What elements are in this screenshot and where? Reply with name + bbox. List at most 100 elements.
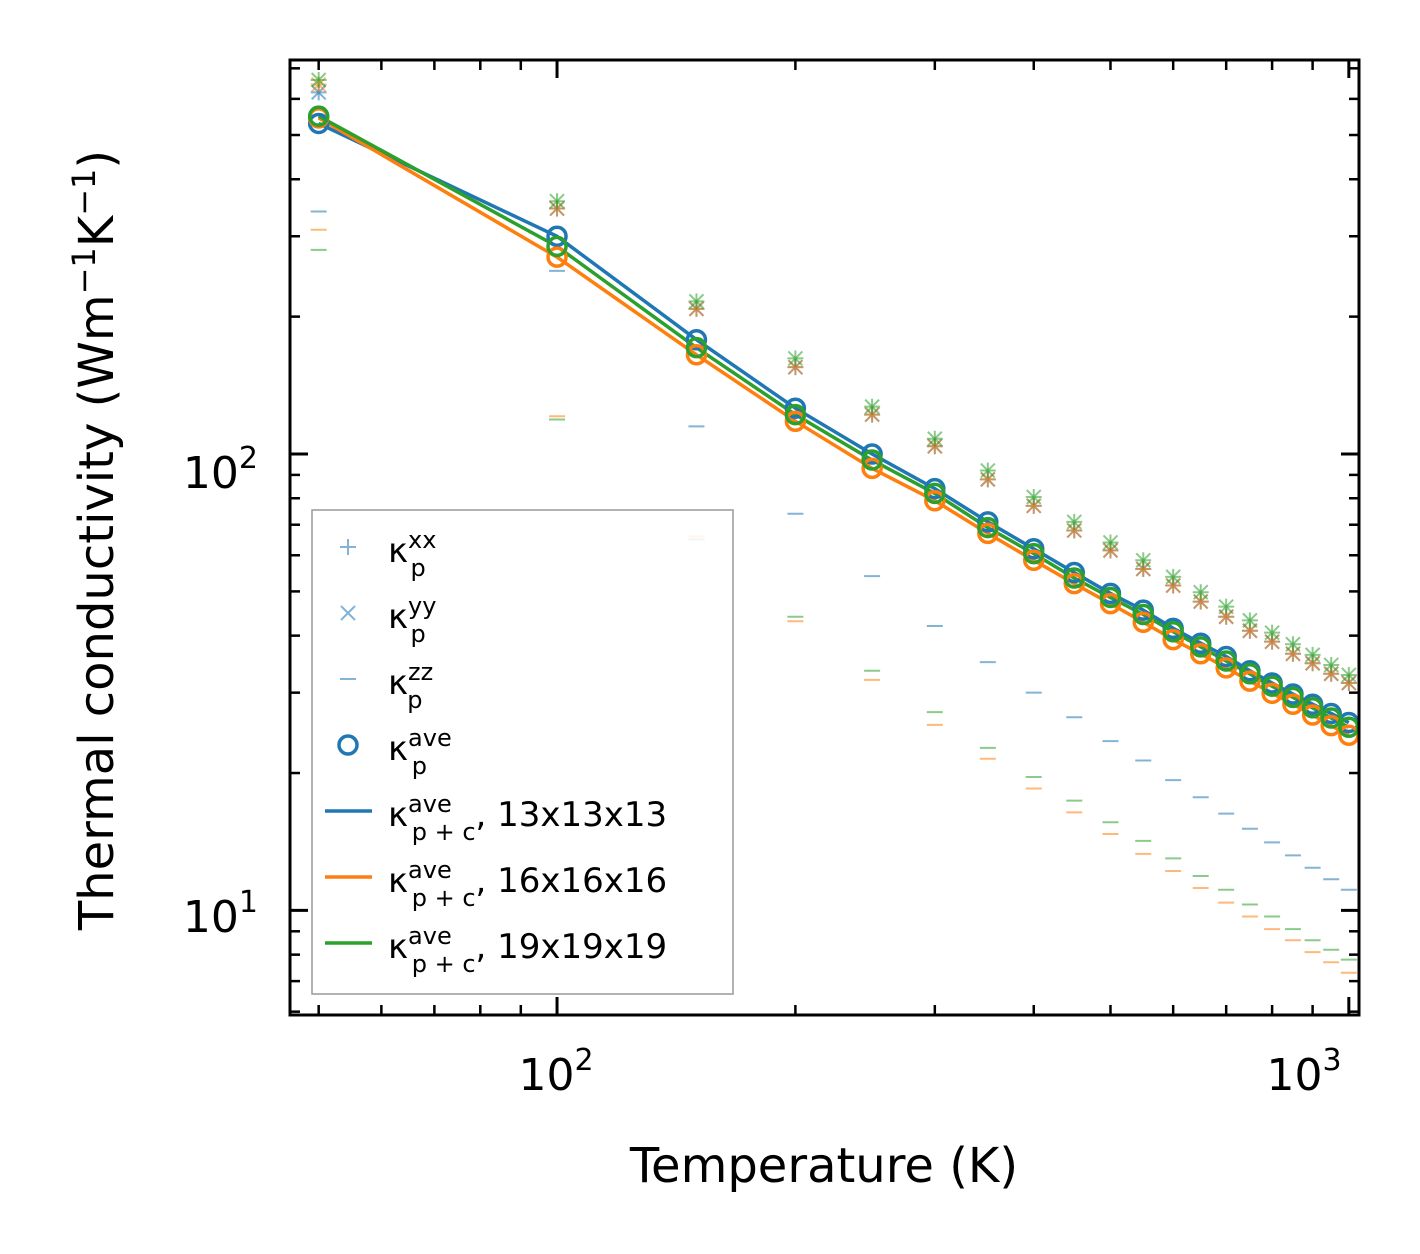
- kyy-point-19x19x19-b: [1135, 552, 1151, 568]
- kave-point-19x19x19: [1320, 707, 1342, 729]
- kyy-point-19x19x19: [688, 293, 705, 310]
- kave-point-19x19x19: [924, 482, 946, 505]
- kyy-point-19x19x19: [1264, 624, 1280, 641]
- legend-label-kave: κave p: [388, 724, 452, 780]
- kave-point-13x13x13: [784, 397, 807, 419]
- kave-point-13x13x13: [861, 443, 883, 465]
- kave-point-16x16x16: [1239, 670, 1261, 692]
- y-tick-label-100: 102: [183, 441, 258, 499]
- kyy-point-19x19x19: [549, 193, 565, 209]
- kyy-point-19x19x19-b: [1192, 584, 1209, 600]
- kave-point-16x16x16: [1282, 693, 1304, 715]
- kave-point-19x19x19: [861, 449, 883, 471]
- kave-point-19x19x19: [1282, 686, 1304, 709]
- plot-data-layer: [307, 71, 1359, 974]
- legend-box: [311, 509, 734, 995]
- kyy-point-19x19x19-b: [980, 462, 996, 479]
- kave-point-19x19x19: [685, 336, 708, 359]
- kave-point-16x16x16: [685, 344, 708, 366]
- kyy-point-19x19x19-b: [1165, 569, 1181, 585]
- kyy-point-19x19x19: [1066, 514, 1082, 530]
- kave-point-19x19x19: [977, 516, 999, 539]
- legend-marker-plus: [340, 539, 356, 555]
- kyy-point-19x19x19: [1304, 647, 1321, 663]
- kyy-point-19x19x19: [1026, 489, 1042, 505]
- kave-point-16x16x16: [546, 246, 568, 268]
- kyy-point-19x19x19-b: [1323, 657, 1339, 673]
- kyy-point-19x19x19-b: [864, 398, 880, 415]
- kyy-point-19x19x19: [1135, 552, 1151, 568]
- kyy-point-19x19x19: [1285, 636, 1301, 652]
- kave-point-16x16x16: [1022, 549, 1045, 572]
- legend-label-kyy: κyy p: [388, 592, 436, 648]
- kave-point-19x19x19: [1215, 650, 1237, 672]
- kave-point-19x19x19: [546, 235, 568, 258]
- kave-point-19x19x19: [1261, 675, 1283, 697]
- legend-label-kxx: κxx p: [388, 526, 436, 582]
- kyy-point-19x19x19: [1165, 569, 1181, 585]
- x-tick-base: 10: [1266, 1050, 1322, 1101]
- kyy-point-19x19x19-b: [1102, 534, 1119, 551]
- y-tick-base: 10: [183, 892, 239, 943]
- kave-point-16x16x16: [1132, 611, 1155, 633]
- kave-point-19x19x19: [784, 403, 807, 426]
- x-tick-exp: 3: [1322, 1043, 1341, 1078]
- kave-point-16x16x16: [784, 410, 807, 432]
- kyy-point-19x19x19-b: [688, 293, 705, 310]
- kyy-point-19x19x19-b: [549, 193, 565, 209]
- kave-point-19x19x19: [1022, 542, 1045, 565]
- x-tick-label-100: 102: [518, 1043, 593, 1101]
- legend: κxx p κyy p κzz p κave p κave p + c, 13x13x13…: [311, 509, 734, 995]
- axes-layer: [290, 60, 1359, 1015]
- kave-point-13x13x13: [546, 225, 568, 248]
- kyy-point-19x19x19: [1218, 598, 1234, 615]
- kyy-point-19x19x19: [1341, 667, 1357, 683]
- kave-point-19x19x19: [1132, 603, 1155, 626]
- legend-texts: κxx p κyy p κzz p κave p κave p + c, 13x13x13…: [388, 526, 667, 978]
- kyy-point-19x19x19: [1192, 584, 1209, 600]
- kave-point-19x19x19: [1162, 620, 1184, 643]
- legend-label-13: κave p + c, 13x13x13: [388, 790, 667, 846]
- kave-point-16x16x16: [1099, 592, 1122, 615]
- kyy-point-19x19x19: [1102, 534, 1119, 551]
- kyy-point-19x19x19: [310, 72, 327, 88]
- y-tick-base: 10: [183, 448, 239, 499]
- kave-pc-line-13x13x13: [317, 121, 1350, 725]
- kave-point-16x16x16: [861, 457, 883, 480]
- kave-point-19x19x19: [1239, 663, 1261, 685]
- legend-label-19: κave p + c, 19x19x19: [388, 922, 667, 978]
- kave-point-19x19x19: [1063, 567, 1085, 589]
- kyy-point-19x19x19: [864, 398, 880, 415]
- legend-marker-x: [340, 605, 356, 621]
- kyy-point-19x19x19-b: [927, 431, 943, 447]
- y-axis-label-exp1: −1: [65, 247, 103, 294]
- kyy-point-19x19x19-b: [1285, 636, 1301, 652]
- y-axis-label-mid: K: [69, 214, 125, 247]
- kyy-point-19x19x19-b: [1264, 624, 1280, 641]
- kave-point-16x16x16: [1162, 628, 1184, 651]
- x-tick-exp: 2: [574, 1043, 593, 1078]
- kyy-point-19x19x19-b: [787, 350, 804, 367]
- y-axis-label: Thermal conductivity (Wm−1K−1): [65, 150, 125, 931]
- kave-point-19x19x19: [1301, 697, 1324, 719]
- kave-point-19x19x19: [1189, 636, 1212, 658]
- kyy-point-19x19x19: [1323, 657, 1339, 673]
- kave-point-16x16x16: [1215, 657, 1237, 679]
- x-tick-base: 10: [518, 1050, 574, 1101]
- kave-point-16x16x16: [1261, 682, 1283, 705]
- kave-point-19x19x19: [1099, 586, 1122, 609]
- kyy-point-19x19x19-b: [1242, 612, 1258, 629]
- plot-frame: [288, 58, 1361, 1017]
- y-axis-label-main: Thermal conductivity (Wm: [69, 294, 125, 931]
- legend-marker-circle: [337, 734, 359, 756]
- legend-marker-x-b: [340, 605, 356, 621]
- y-axis-label-exp2: −1: [65, 169, 103, 216]
- kyy-point-19x19x19: [1242, 612, 1258, 629]
- kyy-point-19x19x19-b: [1026, 489, 1042, 505]
- legend-markers: [325, 539, 372, 945]
- y-tick-label-10: 101: [183, 885, 258, 943]
- kyy-point-19x19x19: [980, 462, 996, 479]
- kyy-point-19x19x19-b: [310, 72, 327, 88]
- kyy-point-19x19x19-b: [1341, 667, 1357, 683]
